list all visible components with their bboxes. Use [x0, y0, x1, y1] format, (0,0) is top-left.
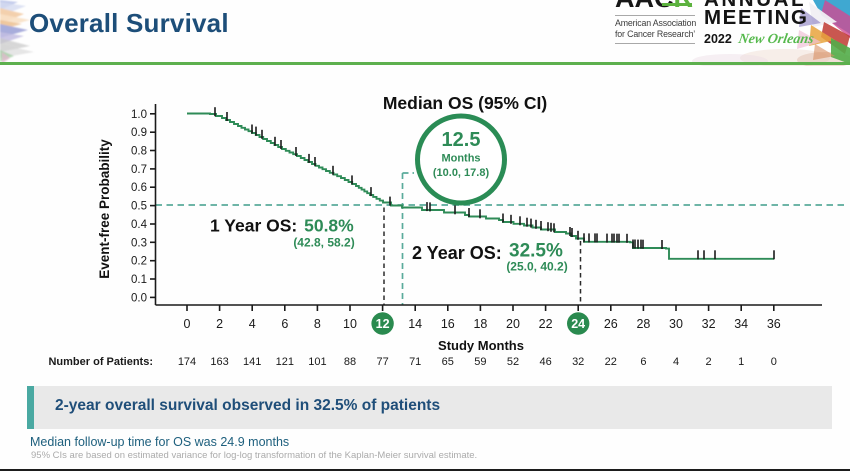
svg-text:30: 30 [669, 317, 683, 331]
svg-text:18: 18 [473, 317, 487, 331]
svg-text:0.5: 0.5 [131, 201, 147, 213]
svg-text:0.4: 0.4 [131, 219, 148, 231]
svg-text:Number of Patients:: Number of Patients: [48, 356, 153, 368]
svg-text:4: 4 [673, 356, 679, 368]
svg-text:(25.0, 40.2): (25.0, 40.2) [506, 260, 567, 274]
svg-text:0.7: 0.7 [131, 164, 147, 176]
svg-text:22: 22 [605, 356, 617, 368]
svg-text:12: 12 [376, 317, 390, 331]
svg-text:1: 1 [738, 356, 744, 368]
svg-text:0: 0 [184, 317, 191, 331]
svg-text:20: 20 [506, 317, 520, 331]
svg-text:Event-free Probability: Event-free Probability [97, 139, 112, 279]
svg-text:1.0: 1.0 [131, 109, 147, 121]
svg-text:141: 141 [243, 356, 261, 368]
svg-text:(42.8, 58.2): (42.8, 58.2) [293, 236, 354, 250]
svg-text:0: 0 [771, 356, 777, 368]
svg-text:163: 163 [210, 356, 228, 368]
svg-text:0.9: 0.9 [131, 127, 147, 139]
svg-text:65: 65 [442, 356, 454, 368]
svg-text:32: 32 [702, 317, 716, 331]
svg-text:26: 26 [604, 317, 618, 331]
svg-text:32: 32 [572, 356, 584, 368]
svg-text:121: 121 [276, 356, 294, 368]
svg-text:4: 4 [249, 317, 256, 331]
svg-text:88: 88 [344, 356, 356, 368]
svg-text:0.2: 0.2 [131, 256, 147, 268]
svg-text:24: 24 [571, 317, 585, 331]
svg-text:1 Year OS: 50.8%: 1 Year OS: 50.8% [210, 216, 354, 236]
svg-text:174: 174 [178, 356, 196, 368]
svg-text:59: 59 [474, 356, 486, 368]
svg-text:14: 14 [408, 317, 422, 331]
svg-text:Study Months: Study Months [438, 338, 524, 353]
svg-text:32.5%: 32.5% [509, 241, 563, 262]
svg-text:71: 71 [409, 356, 421, 368]
svg-text:36: 36 [767, 317, 781, 331]
svg-text:16: 16 [441, 317, 455, 331]
svg-text:22: 22 [539, 317, 553, 331]
svg-text:0.0: 0.0 [131, 292, 147, 304]
svg-text:2 Year OS:: 2 Year OS: [412, 243, 502, 263]
svg-text:77: 77 [376, 356, 388, 368]
svg-text:10: 10 [343, 317, 357, 331]
svg-text:0.3: 0.3 [131, 237, 147, 249]
svg-text:2: 2 [216, 317, 223, 331]
svg-text:Months: Months [441, 153, 480, 165]
svg-text:0.1: 0.1 [131, 274, 147, 286]
svg-text:34: 34 [734, 317, 748, 331]
svg-text:0.6: 0.6 [131, 182, 147, 194]
svg-text:8: 8 [314, 317, 321, 331]
svg-text:28: 28 [636, 317, 650, 331]
svg-text:0.8: 0.8 [131, 146, 147, 158]
svg-text:52: 52 [507, 356, 519, 368]
svg-text:2: 2 [706, 356, 712, 368]
svg-text:6: 6 [640, 356, 646, 368]
svg-text:46: 46 [539, 356, 551, 368]
svg-text:(10.0, 17.8): (10.0, 17.8) [433, 167, 490, 179]
svg-text:Median OS (95% CI): Median OS (95% CI) [383, 93, 547, 113]
svg-text:12.5: 12.5 [442, 129, 481, 151]
svg-text:101: 101 [308, 356, 326, 368]
svg-text:6: 6 [281, 317, 288, 331]
